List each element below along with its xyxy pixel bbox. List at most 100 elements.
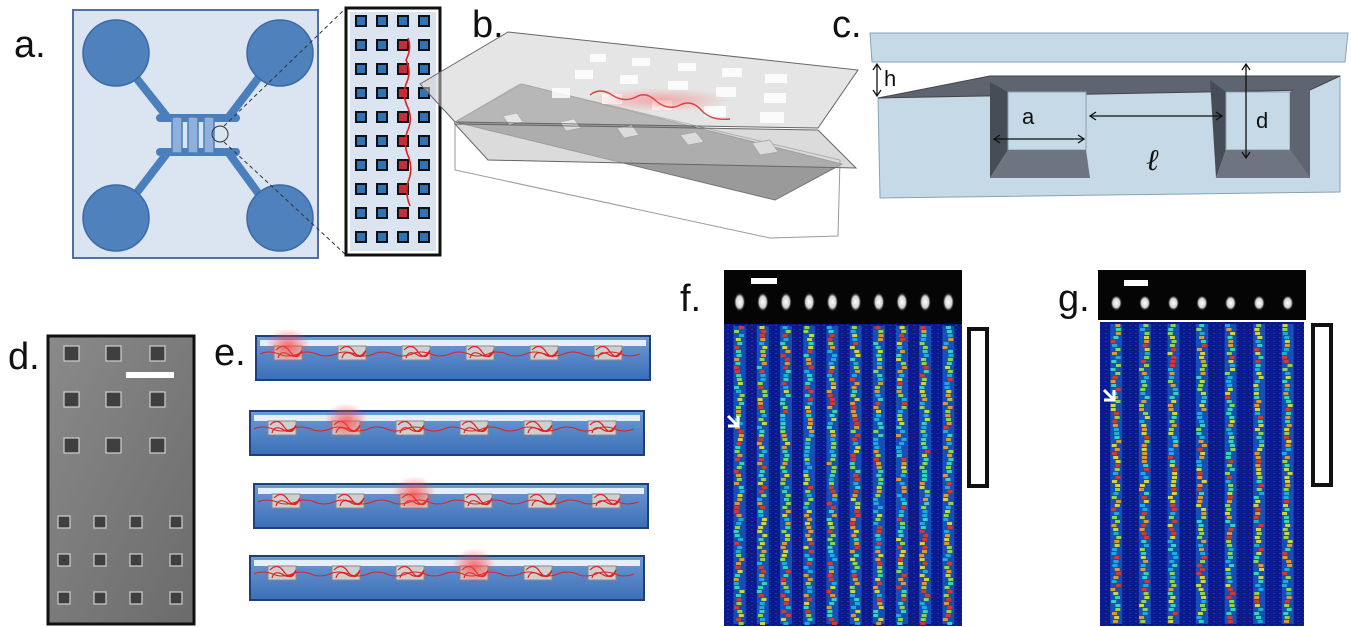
zoom-pit bbox=[418, 207, 430, 219]
sem-pit bbox=[129, 553, 143, 567]
sem-pit bbox=[57, 553, 71, 567]
zoom-pit bbox=[397, 87, 409, 99]
sem-pit bbox=[169, 515, 183, 529]
zoom-pit bbox=[376, 87, 388, 99]
sem-pit bbox=[57, 591, 71, 605]
arrow-g-icon bbox=[1102, 388, 1116, 402]
zoom-pit bbox=[355, 15, 367, 27]
bright-spot bbox=[1281, 295, 1294, 311]
panel-a-chip bbox=[72, 9, 319, 259]
bright-spot bbox=[733, 292, 746, 312]
scale-bar-g bbox=[1124, 280, 1148, 286]
bright-spot bbox=[1138, 295, 1151, 311]
bright-spot bbox=[942, 292, 955, 312]
sem-pit bbox=[93, 515, 107, 529]
dna-strand bbox=[253, 571, 635, 577]
sem-pits bbox=[57, 345, 183, 605]
reservoir-top-left bbox=[82, 19, 150, 87]
fluorescent-spot bbox=[392, 476, 436, 512]
panel-e-sequence bbox=[249, 328, 651, 601]
zoom-pit bbox=[397, 183, 409, 195]
sem-pit bbox=[57, 515, 71, 529]
sem-pit bbox=[169, 591, 183, 605]
zoom-pit bbox=[418, 63, 430, 75]
bright-spot bbox=[896, 292, 908, 312]
dim-d-label: d bbox=[1256, 108, 1268, 133]
zoom-pit bbox=[376, 111, 388, 123]
zoom-lines bbox=[223, 7, 347, 256]
panel-e-row bbox=[253, 476, 649, 529]
sem-pit bbox=[105, 391, 122, 408]
scale-bar-f bbox=[751, 278, 777, 284]
zoom-pit bbox=[376, 231, 388, 243]
zoom-pit bbox=[376, 63, 388, 75]
sem-pit bbox=[93, 591, 107, 605]
kymo-lane bbox=[756, 326, 769, 625]
bright-spot bbox=[780, 292, 792, 312]
zoom-pit bbox=[376, 207, 388, 219]
kymo-lane bbox=[919, 326, 932, 625]
zoom-pit bbox=[355, 183, 367, 195]
zoom-pit bbox=[418, 159, 430, 171]
bright-spot bbox=[872, 292, 885, 312]
f-bright-spots bbox=[733, 292, 955, 312]
zoom-pit bbox=[397, 159, 409, 171]
zoom-pit bbox=[376, 39, 388, 51]
kymo-lane bbox=[1110, 324, 1123, 624]
dna-strand bbox=[253, 426, 635, 432]
zoom-pit bbox=[418, 135, 430, 147]
zoom-pit bbox=[418, 39, 430, 51]
sem-pit bbox=[149, 437, 166, 454]
sem-pit bbox=[63, 391, 80, 408]
g-lanes bbox=[1110, 324, 1294, 624]
kymo-lane bbox=[1224, 324, 1237, 624]
dim-a-label: a bbox=[1022, 104, 1035, 129]
kymo-lane bbox=[1138, 324, 1151, 624]
bright-spot bbox=[1110, 295, 1123, 311]
dim-l-label: ℓ bbox=[1146, 144, 1159, 177]
bright-spot bbox=[1253, 295, 1266, 311]
sem-pit bbox=[63, 345, 80, 362]
zoom-pit bbox=[397, 63, 409, 75]
kymo-lane bbox=[872, 326, 885, 625]
sem-pit bbox=[129, 591, 143, 605]
bright-spot bbox=[919, 292, 932, 312]
fluorescent-spot bbox=[324, 403, 368, 439]
bright-spot bbox=[1224, 295, 1237, 311]
bright-spot bbox=[756, 292, 769, 312]
dimension-arrows bbox=[872, 62, 1251, 160]
zoom-pit bbox=[397, 39, 409, 51]
kymo-lane bbox=[780, 326, 792, 625]
panel-label-d: d. bbox=[8, 336, 40, 378]
panel-label-a: a. bbox=[14, 24, 46, 66]
zoom-pit bbox=[397, 15, 409, 27]
zoom-pit bbox=[418, 183, 430, 195]
kymo-lane bbox=[896, 326, 908, 625]
sem-pit bbox=[149, 345, 166, 362]
panel-a-zoom-pit-array bbox=[344, 6, 442, 257]
zoom-pit bbox=[376, 183, 388, 195]
zoom-pit bbox=[355, 39, 367, 51]
kymo-lane bbox=[1281, 324, 1294, 624]
kymo-lane bbox=[803, 326, 816, 625]
zoom-pits bbox=[355, 15, 430, 243]
zoom-pit bbox=[376, 159, 388, 171]
sem-pit bbox=[105, 345, 122, 362]
zoom-pit bbox=[355, 159, 367, 171]
zoom-pit bbox=[397, 111, 409, 123]
panel-label-g: g. bbox=[1058, 278, 1090, 320]
zoom-pit bbox=[397, 231, 409, 243]
lid-slab bbox=[869, 32, 1349, 63]
zoom-pit bbox=[397, 207, 409, 219]
panel-label-f: f. bbox=[680, 278, 702, 320]
kymo-lane bbox=[826, 326, 839, 625]
panel-d-sem-image bbox=[46, 334, 196, 626]
sem-pit bbox=[129, 515, 143, 529]
zoom-pit bbox=[355, 231, 367, 243]
sem-pit bbox=[169, 553, 183, 567]
zoom-pit bbox=[355, 87, 367, 99]
g-bright-spots bbox=[1110, 295, 1294, 311]
panel-f-kymograph bbox=[724, 270, 989, 626]
bright-spot bbox=[1196, 295, 1208, 311]
zoom-pit bbox=[355, 135, 367, 147]
